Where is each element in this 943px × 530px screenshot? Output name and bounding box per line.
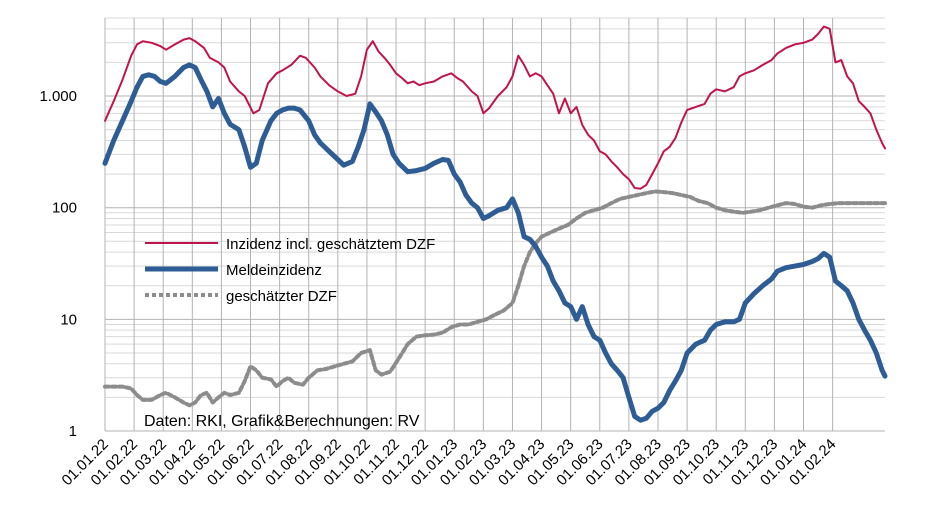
y-tick-label: 1.000	[39, 88, 77, 105]
series-dzf-line	[103, 189, 887, 408]
y-tick-label: 100	[52, 200, 77, 217]
legend-label-dzf: geschätzter DZF	[226, 288, 337, 305]
axes	[104, 18, 885, 432]
grid	[104, 17, 885, 432]
x-tick-labels: 01.01.2201.02.2201.03.2201.04.2201.05.22…	[59, 436, 840, 489]
source-annotation: Daten: RKI, Grafik&Berechnungen: RV	[144, 413, 420, 430]
series-melde-line	[102, 62, 888, 423]
legend: Inzidenz incl. geschätztem DZF Meldeinzi…	[145, 236, 435, 305]
y-tick-labels: 1 10 100 1.000	[39, 88, 77, 440]
series-inzidenz-line	[104, 25, 886, 190]
y-tick-label: 10	[60, 311, 77, 328]
y-tick-label: 1	[69, 423, 77, 440]
legend-label-melde: Meldeinzidenz	[226, 262, 322, 279]
series-lines	[102, 25, 888, 423]
legend-label-inzidenz: Inzidenz incl. geschätztem DZF	[226, 236, 435, 253]
